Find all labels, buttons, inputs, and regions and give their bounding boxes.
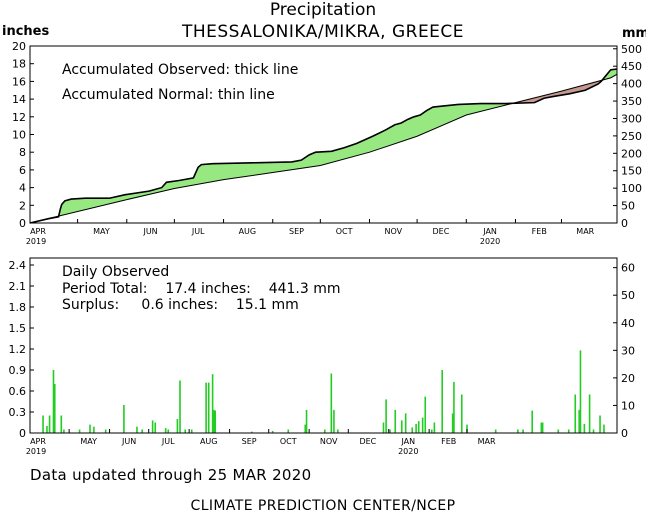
daily-observed-heading: Daily Observed (62, 264, 170, 280)
y-tick-label-inches: 16 (12, 75, 26, 88)
y-tick-label-mm: 500 (621, 43, 642, 56)
y-tick-label-mm: 20 (621, 372, 635, 385)
y-tick-label-inches: 2.1 (9, 280, 27, 293)
bottom-plot-frame (29, 257, 618, 434)
data-updated-text: Data updated through 25 MAR 2020 (30, 466, 312, 484)
x-tick-label-month: JAN (482, 227, 497, 236)
y-tick-label-inches: 2 (19, 199, 26, 212)
period-total-text: Period Total: 17.4 inches: 441.3 mm (62, 281, 341, 297)
y-tick-label-mm: 50 (621, 200, 635, 213)
x-tick-label-month: SEP (289, 227, 304, 236)
unit-label-inches: inches (2, 24, 50, 39)
y-tick-label-mm: 0 (621, 217, 628, 230)
y-tick-label-inches: 2.4 (9, 259, 27, 272)
y-tick-label-inches: 1.5 (9, 322, 27, 335)
y-tick-label-mm: 250 (621, 130, 642, 143)
x-tick-label-month: AUG (200, 437, 218, 446)
x-tick-label-month: MAR (478, 437, 496, 446)
y-tick-label-inches: 1.8 (9, 301, 27, 314)
x-year-label: 2020 (480, 237, 500, 246)
y-tick-label-inches: 14 (12, 93, 26, 106)
y-tick-label-inches: 0 (19, 427, 26, 440)
normal-legend-note: Accumulated Normal: thin line (62, 87, 275, 103)
y-tick-label-mm: 10 (621, 399, 635, 412)
x-tick-label-month: MAY (80, 437, 97, 446)
y-tick-label-mm: 150 (621, 165, 642, 178)
x-tick-label-month: FEB (441, 437, 456, 446)
x-tick-label-month: DEC (432, 227, 449, 236)
y-tick-label-inches: 8 (19, 146, 26, 159)
y-tick-label-mm: 40 (621, 317, 635, 330)
x-tick-label-month: JUL (161, 437, 175, 446)
agency-credit: CLIMATE PREDICTION CENTER/NCEP (190, 498, 456, 514)
y-tick-label-inches: 6 (19, 164, 26, 177)
chart-subtitle: THESSALONIKA/MIKRA, GREECE (181, 22, 465, 42)
y-tick-label-inches: 0.9 (9, 364, 27, 377)
unit-label-mm: mm (622, 26, 646, 41)
chart-title: Precipitation (269, 0, 377, 20)
x-tick-label-month: FEB (532, 227, 547, 236)
x-tick-label-month: OCT (280, 437, 297, 446)
x-tick-label-month: JAN (400, 437, 415, 446)
observed-accumulation-line (29, 68, 618, 224)
y-tick-label-inches: 0 (19, 217, 26, 230)
y-tick-label-mm: 450 (621, 60, 642, 73)
x-tick-label-month: DEC (359, 437, 376, 446)
y-tick-label-inches: 18 (12, 58, 26, 71)
x-tick-label-month: NOV (320, 437, 338, 446)
x-tick-label-month: MAR (576, 227, 594, 236)
y-tick-label-inches: 0.3 (9, 406, 27, 419)
y-tick-label-mm: 60 (621, 262, 635, 275)
x-tick-label-month: AUG (239, 227, 257, 236)
y-tick-label-inches: 1.2 (9, 343, 27, 356)
y-tick-label-mm: 0 (621, 427, 628, 440)
y-tick-label-inches: 4 (19, 182, 26, 195)
x-tick-label-month: APR (30, 227, 46, 236)
x-tick-label-month: APR (30, 437, 46, 446)
x-year-label: 2019 (26, 447, 46, 456)
y-tick-label-mm: 300 (621, 112, 642, 125)
x-tick-label-month: JUN (142, 227, 157, 236)
y-tick-label-mm: 100 (621, 182, 642, 195)
y-tick-label-mm: 30 (621, 344, 635, 357)
x-tick-label-month: JUN (121, 437, 136, 446)
y-tick-label-inches: 12 (12, 111, 26, 124)
x-tick-label-month: JUL (191, 227, 205, 236)
y-tick-label-inches: 20 (12, 40, 26, 53)
x-tick-label-month: SEP (242, 437, 257, 446)
y-tick-label-mm: 400 (621, 78, 642, 91)
y-tick-label-mm: 350 (621, 95, 642, 108)
surplus-text: Surplus: 0.6 inches: 15.1 mm (62, 297, 299, 313)
y-tick-label-mm: 200 (621, 147, 642, 160)
y-tick-label-inches: 10 (12, 129, 26, 142)
x-tick-label-month: MAY (93, 227, 110, 236)
x-year-label: 2019 (26, 237, 46, 246)
x-tick-label-month: NOV (384, 227, 402, 236)
y-tick-label-inches: 0.6 (9, 385, 27, 398)
observed-legend-note: Accumulated Observed: thick line (62, 62, 299, 78)
x-tick-label-month: OCT (336, 227, 353, 236)
y-tick-label-mm: 50 (621, 289, 635, 302)
normal-accumulation-line (29, 73, 618, 224)
x-year-label: 2020 (398, 447, 418, 456)
